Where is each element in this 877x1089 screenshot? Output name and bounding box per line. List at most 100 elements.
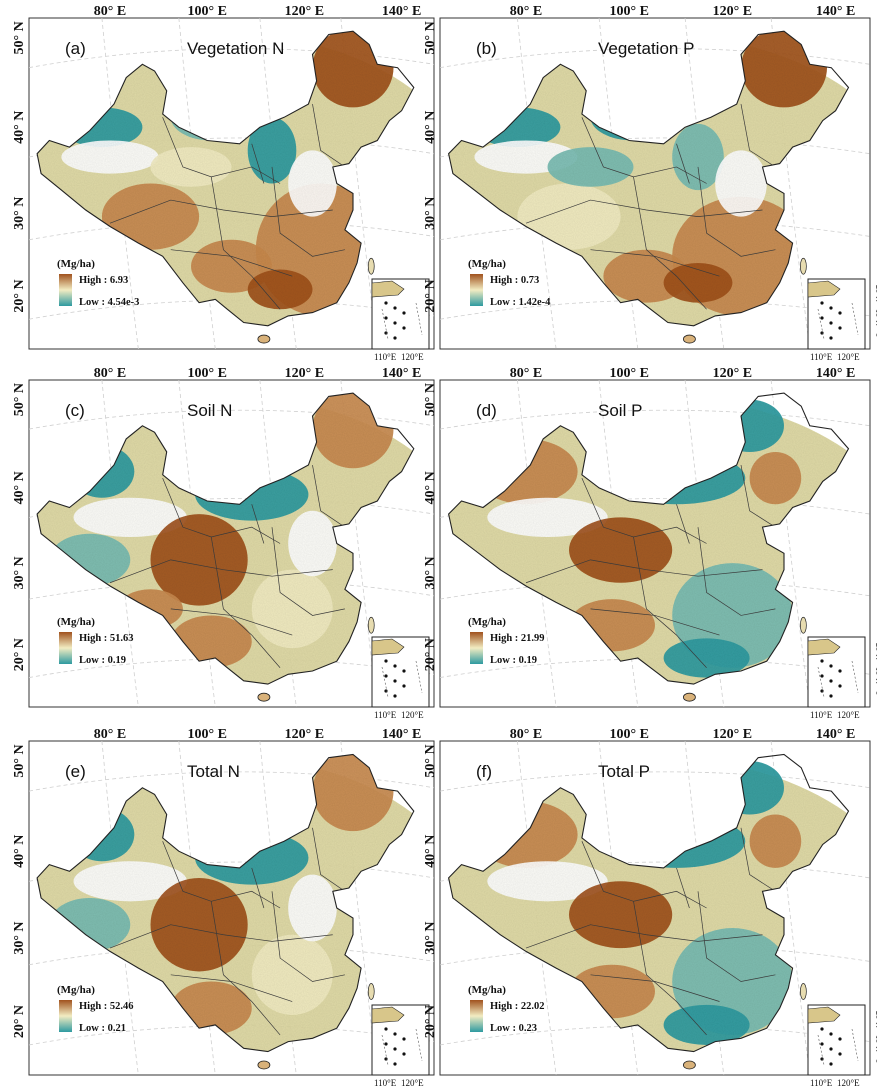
taiwan-island [367, 616, 375, 634]
panel-a: (a) Vegetation N (Mg/ha) High : 6.93 Low : 4… [12, 4, 447, 362]
lon-label: 100° E [187, 4, 226, 19]
lat-label: 40° N [12, 835, 27, 868]
lat-label: 20° N [423, 279, 438, 312]
lat-label: 40° N [12, 111, 27, 144]
panel-title: Total P [598, 762, 650, 781]
panel-title: Vegetation N [187, 39, 284, 58]
legend-low-label: Low : 4.54e-3 [79, 297, 139, 308]
legend-colorbar [470, 632, 483, 664]
country-outline [447, 392, 850, 685]
lat-label: 50° N [423, 21, 438, 54]
lon-label: 80° E [94, 727, 126, 742]
province-borders [525, 464, 776, 668]
lon-label: 120° E [713, 366, 752, 381]
legend-low-label: Low : 0.19 [490, 655, 537, 666]
legend-unit: (Mg/ha) [57, 616, 95, 628]
hainan-island [683, 692, 696, 702]
inset-lon-label: 110°E [374, 1078, 397, 1088]
legend: (Mg/ha) High : 21.99 Low : 0.19 [468, 616, 545, 666]
country-outline [447, 30, 850, 327]
panel-f: (f) Total P (Mg/ha) High : 22.02 Low : 0.23 1… [423, 727, 877, 1088]
country-outline [36, 753, 415, 1053]
legend-unit: (Mg/ha) [468, 258, 506, 270]
lon-label: 140° E [816, 4, 855, 19]
legend-low-label: Low : 1.42e-4 [490, 297, 551, 308]
panel-letter: (b) [476, 39, 497, 58]
inset-lat-label: 0° [874, 691, 877, 698]
legend-colorbar [59, 274, 72, 306]
province-borders [109, 464, 346, 668]
hainan-island [683, 1060, 696, 1070]
province-borders [525, 103, 776, 310]
lat-label: 30° N [423, 556, 438, 589]
legend: (Mg/ha) High : 6.93 Low : 4.54e-3 [57, 258, 139, 308]
legend-colorbar [470, 274, 483, 306]
inset-lat-label: 20°N [874, 643, 877, 660]
legend-high-label: High : 51.63 [79, 633, 134, 644]
panel-letter: (c) [65, 401, 85, 420]
lat-label: 30° N [12, 921, 27, 954]
panel-b: (b) Vegetation P (Mg/ha) High : 0.73 Low : 1… [423, 4, 877, 362]
inset-lat-label: 10°N [874, 1035, 877, 1052]
panel-title: Soil N [187, 401, 232, 420]
province-borders [525, 827, 776, 1036]
lon-label: 120° E [713, 727, 752, 742]
taiwan-island [799, 983, 807, 1000]
inset-lat-label: 0° [874, 1059, 877, 1066]
lon-label: 140° E [816, 366, 855, 381]
inset-lon-label: 110°E [810, 710, 833, 720]
legend-colorbar [470, 1000, 483, 1032]
legend: (Mg/ha) High : 22.02 Low : 0.23 [468, 984, 545, 1034]
province-borders [109, 103, 346, 310]
province-borders [109, 827, 346, 1036]
lat-label: 40° N [423, 835, 438, 868]
inset-lon-label: 120°E [837, 1078, 860, 1088]
lat-label: 40° N [12, 471, 27, 504]
country-outline [448, 753, 850, 1053]
panel-d: (d) Soil P (Mg/ha) High : 21.99 Low : 0.19 11… [423, 366, 877, 720]
legend-high-label: High : 6.93 [79, 275, 128, 286]
panel-letter: (e) [65, 762, 86, 781]
lat-label: 20° N [12, 279, 27, 312]
lat-label: 20° N [12, 638, 27, 671]
hainan-island [257, 334, 271, 344]
legend-high-label: High : 21.99 [490, 633, 545, 644]
lon-label: 120° E [285, 727, 324, 742]
lon-label: 100° E [609, 4, 648, 19]
inset-lon-label: 120°E [837, 710, 860, 720]
lon-label: 100° E [187, 366, 226, 381]
lat-label: 30° N [423, 197, 438, 230]
taiwan-island [799, 257, 807, 275]
inset-lon-label: 120°E [401, 1078, 424, 1088]
lat-label: 50° N [423, 383, 438, 416]
lat-label: 50° N [12, 383, 27, 416]
lat-label: 20° N [12, 1005, 27, 1038]
inset-lon-label: 110°E [374, 710, 397, 720]
lon-label: 140° E [816, 727, 855, 742]
lat-label: 30° N [423, 921, 438, 954]
lon-label: 100° E [609, 366, 648, 381]
country-outline [36, 392, 415, 685]
legend-low-label: Low : 0.21 [79, 1023, 126, 1034]
inset-lon-label: 110°E [810, 352, 833, 362]
panel-e: (e) Total N (Mg/ha) High : 52.46 Low : 0.21 1… [12, 727, 447, 1088]
legend: (Mg/ha) High : 0.73 Low : 1.42e-4 [468, 258, 551, 308]
lat-label: 30° N [12, 197, 27, 230]
lon-label: 80° E [510, 4, 542, 19]
legend-unit: (Mg/ha) [468, 984, 506, 996]
inset-lon-label: 120°E [401, 352, 424, 362]
legend-unit: (Mg/ha) [57, 984, 95, 996]
lon-label: 80° E [94, 4, 126, 19]
legend: (Mg/ha) High : 51.63 Low : 0.19 [57, 616, 134, 666]
lat-label: 20° N [423, 1005, 438, 1038]
lon-label: 100° E [609, 727, 648, 742]
inset-lon-label: 120°E [837, 352, 860, 362]
panel-c: (c) Soil N (Mg/ha) High : 51.63 Low : 0.19 11… [12, 366, 447, 720]
taiwan-island [367, 257, 375, 275]
inset-lat-label: 20°N [874, 1011, 877, 1028]
panel-title: Vegetation P [598, 39, 694, 58]
